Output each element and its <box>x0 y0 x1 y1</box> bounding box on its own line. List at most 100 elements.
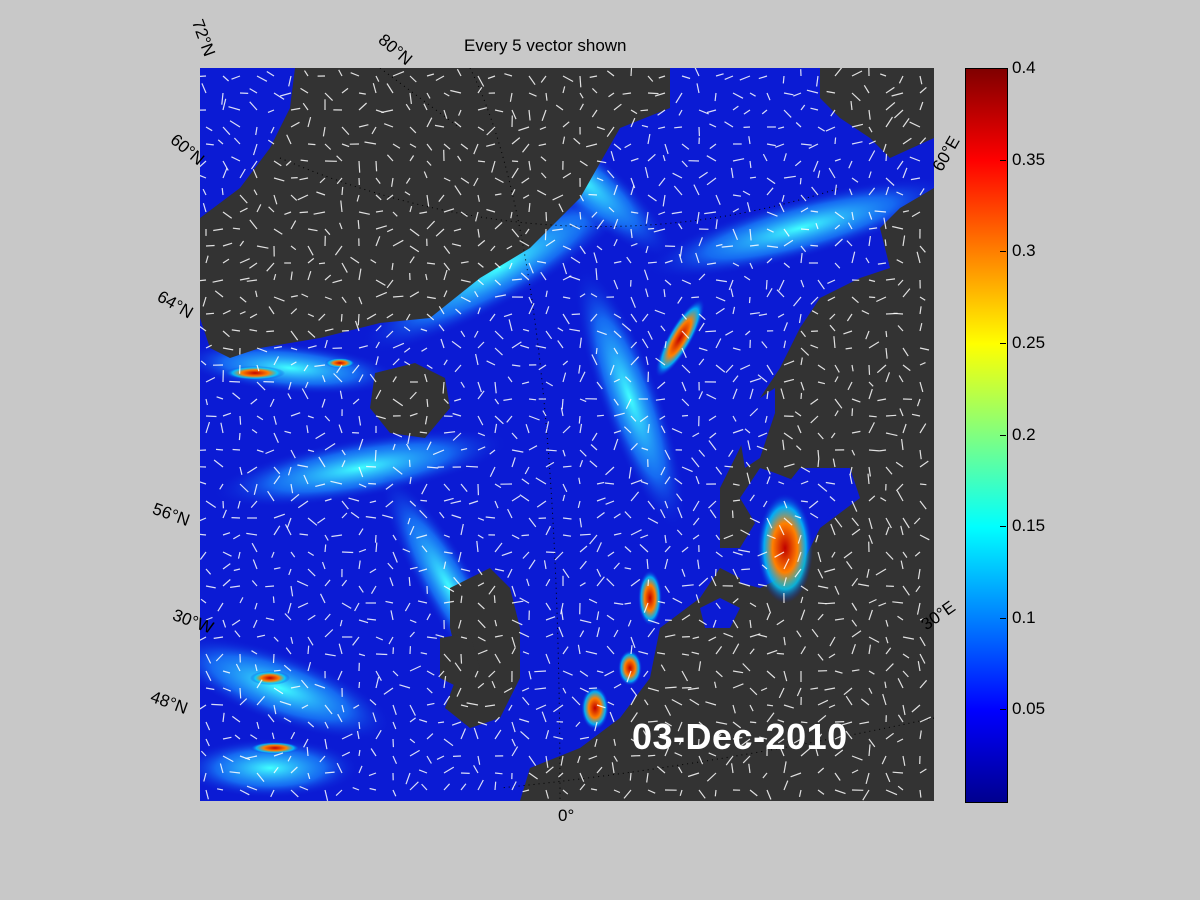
vector-arrow <box>486 143 496 147</box>
vector-arrow <box>647 754 656 757</box>
vector-arrow <box>341 733 353 740</box>
vector-arrow <box>352 787 360 791</box>
vector-arrow <box>779 747 785 757</box>
vector-arrow <box>503 398 513 401</box>
vector-arrow <box>829 313 836 320</box>
vector-arrow <box>732 704 736 714</box>
vector-arrow <box>318 456 326 468</box>
vector-arrow <box>579 517 582 528</box>
vector-arrow <box>350 256 360 264</box>
vector-arrow <box>569 223 581 230</box>
vector-arrow <box>749 602 757 608</box>
vector-arrow <box>885 772 891 783</box>
vector-arrow <box>562 670 573 676</box>
vector-arrow <box>604 670 615 677</box>
vector-arrow <box>664 476 671 485</box>
vector-arrow <box>811 628 819 638</box>
vector-arrow <box>885 330 888 338</box>
vector-arrow <box>375 279 386 286</box>
vector-arrow <box>613 789 621 794</box>
vector-arrow <box>337 670 343 681</box>
vector-arrow <box>238 432 241 441</box>
vector-arrow <box>458 619 462 629</box>
vector-arrow <box>897 714 904 723</box>
vector-arrow <box>694 68 700 77</box>
vector-arrow <box>317 517 326 524</box>
vector-arrow <box>477 107 487 111</box>
vector-arrow <box>766 211 778 217</box>
vector-arrow <box>596 568 602 577</box>
vector-arrow <box>562 483 568 493</box>
vector-arrow <box>562 136 566 145</box>
vector-arrow <box>811 186 819 196</box>
vector-arrow <box>898 375 904 383</box>
vector-arrow <box>562 449 566 457</box>
vector-arrow <box>540 271 547 281</box>
vector-arrow <box>314 364 326 367</box>
vector-arrow <box>732 375 739 383</box>
vector-arrow <box>654 309 666 315</box>
vector-arrow <box>494 729 502 740</box>
vector-arrow <box>200 481 207 485</box>
vector-arrow <box>307 345 317 349</box>
vector-arrow <box>287 602 292 614</box>
vector-arrow <box>494 415 504 425</box>
vector-arrow <box>324 721 329 729</box>
vector-arrow <box>866 568 870 578</box>
vector-arrow <box>656 766 666 774</box>
vector-arrow <box>222 563 231 570</box>
vector-arrow <box>341 500 349 510</box>
vector-arrow <box>486 126 496 136</box>
vector-arrow <box>579 783 586 791</box>
vector-arrow <box>506 415 513 423</box>
vector-arrow <box>579 194 585 202</box>
vector-arrow <box>473 765 479 774</box>
vector-arrow <box>692 432 700 438</box>
vector-arrow <box>438 194 445 202</box>
vector-arrow <box>231 329 241 332</box>
vector-arrow <box>229 771 241 774</box>
vector-arrow <box>647 92 659 95</box>
vector-arrow <box>606 645 615 655</box>
vector-arrow <box>404 361 411 366</box>
vector-arrow <box>698 755 704 765</box>
vector-arrow <box>307 116 312 128</box>
vector-arrow <box>817 613 824 621</box>
vector-arrow <box>613 602 624 605</box>
vector-arrow <box>885 789 898 796</box>
vector-arrow <box>270 789 275 798</box>
vector-arrow <box>715 534 721 541</box>
vector-arrow <box>919 347 930 351</box>
vector-arrow <box>267 139 275 145</box>
vector-arrow <box>454 185 462 196</box>
vector-arrow <box>776 619 785 626</box>
vector-arrow <box>205 376 216 383</box>
vector-arrow <box>885 619 889 627</box>
vector-arrow <box>477 432 486 437</box>
vector-arrow <box>477 341 485 349</box>
vector-arrow <box>917 568 921 580</box>
vector-arrow <box>418 568 428 572</box>
vector-arrow <box>865 772 870 785</box>
vector-arrow <box>834 772 841 781</box>
vector-arrow <box>439 511 445 519</box>
vector-arrow <box>766 612 771 621</box>
vector-arrow <box>761 341 768 349</box>
vector-arrow <box>868 140 876 145</box>
vector-arrow <box>386 228 394 233</box>
vector-arrow <box>579 75 582 88</box>
vector-arrow <box>545 730 550 740</box>
vector-arrow <box>681 279 692 285</box>
vector-arrow <box>392 358 400 366</box>
vector-arrow <box>738 549 751 553</box>
vector-arrow <box>205 244 215 247</box>
vector-arrow <box>896 259 904 264</box>
vector-arrow <box>630 479 643 485</box>
vector-arrow <box>341 602 352 609</box>
vector-arrow <box>613 103 622 111</box>
vector-arrow <box>552 194 564 201</box>
vector-arrow <box>256 204 262 213</box>
vector-arrow <box>215 653 224 662</box>
vector-arrow <box>766 391 769 400</box>
vector-arrow <box>375 670 382 681</box>
